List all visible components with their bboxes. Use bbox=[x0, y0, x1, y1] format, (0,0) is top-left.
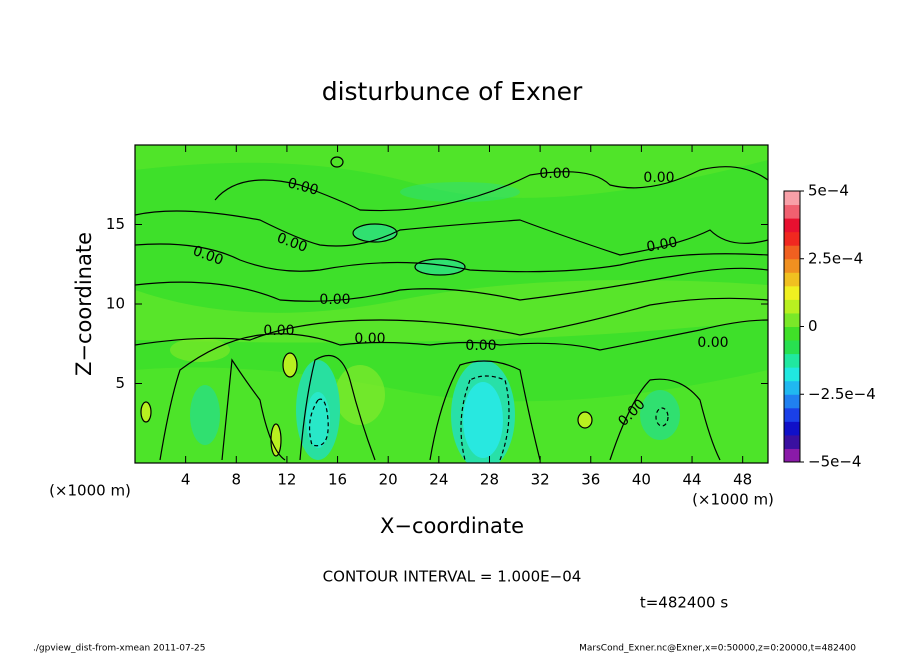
x-tick-label: 36 bbox=[581, 471, 600, 489]
x-tick-label: 12 bbox=[277, 471, 296, 489]
colorbar-segment bbox=[784, 312, 800, 327]
colorbar-tick-label: 5e−4 bbox=[808, 182, 849, 200]
colorbar-segment bbox=[784, 434, 800, 449]
x-axis-label: X−coordinate bbox=[380, 514, 524, 538]
contour-label: 0.00 bbox=[286, 175, 320, 199]
footer-left: ./gpview_dist-from-xmean 2011-07-25 bbox=[33, 644, 205, 654]
x-tick-label: 40 bbox=[632, 471, 651, 489]
colorbar-segment bbox=[784, 367, 800, 382]
x-tick-label: 24 bbox=[429, 471, 448, 489]
contour-label: 0.00 bbox=[645, 234, 678, 255]
contour-interval: CONTOUR INTERVAL = 1.000E−04 bbox=[323, 568, 582, 586]
colorbar-segment bbox=[784, 191, 800, 206]
x-tick-label: 48 bbox=[733, 471, 752, 489]
x-tick-label: 16 bbox=[328, 471, 347, 489]
x-tick-label: 28 bbox=[480, 471, 499, 489]
contour-label: 0.00 bbox=[354, 331, 385, 347]
y-tick-label: 5 bbox=[115, 374, 125, 392]
colorbar-segment bbox=[784, 380, 800, 395]
x-tick-label: 44 bbox=[682, 471, 701, 489]
y-unit: (×1000 m) bbox=[49, 482, 131, 500]
x-tick-label: 32 bbox=[531, 471, 550, 489]
contour-label: 0.00 bbox=[263, 323, 294, 339]
y-tick-label: 15 bbox=[106, 215, 125, 233]
colorbar-segment bbox=[784, 340, 800, 355]
colorbar-segment bbox=[784, 326, 800, 341]
colorbar-segment bbox=[784, 448, 800, 463]
x-tick-label: 8 bbox=[232, 471, 242, 489]
colorbar-segment bbox=[784, 407, 800, 422]
x-tick-label: 4 bbox=[181, 471, 191, 489]
footer-right: MarsCond_Exner.nc@Exner,x=0:50000,z=0:20… bbox=[579, 644, 856, 654]
contour-label: 0.00 bbox=[697, 335, 728, 351]
contour-lines bbox=[135, 156, 768, 461]
colorbar-segment bbox=[784, 285, 800, 300]
colorbar-segment bbox=[784, 231, 800, 246]
colorbar-segment bbox=[784, 245, 800, 260]
colorbar-tick-label: 0 bbox=[808, 317, 818, 335]
contour-label: 0.00 bbox=[319, 292, 350, 308]
colorbar-tick-label: −2.5e−4 bbox=[808, 385, 876, 403]
colorbar-tick-label: 2.5e−4 bbox=[808, 249, 863, 267]
colorbar-segment bbox=[784, 258, 800, 273]
colorbar-segment bbox=[784, 421, 800, 436]
contour-label: 0.00 bbox=[465, 338, 496, 354]
y-axis-label: Z−coordinate bbox=[72, 232, 96, 376]
colorbar-segment bbox=[784, 394, 800, 409]
y-tick-label: 10 bbox=[106, 295, 125, 313]
contour-label: 0.00 bbox=[539, 166, 570, 182]
colorbar-segment bbox=[784, 218, 800, 233]
x-unit: (×1000 m) bbox=[692, 491, 774, 509]
chart-title: disturbunce of Exner bbox=[322, 77, 583, 106]
time-label: t=482400 s bbox=[640, 594, 728, 612]
colorbar-segment bbox=[784, 272, 800, 287]
contour-field bbox=[135, 145, 768, 463]
colorbar-segment bbox=[784, 204, 800, 219]
contour-label: 0.00 bbox=[643, 170, 674, 186]
colorbar-segment bbox=[784, 299, 800, 314]
x-tick-label: 20 bbox=[379, 471, 398, 489]
colorbar-segment bbox=[784, 353, 800, 368]
colorbar-tick-label: −5e−4 bbox=[808, 453, 861, 471]
